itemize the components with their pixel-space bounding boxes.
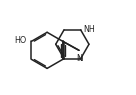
Text: H: H	[77, 56, 83, 62]
Text: HO: HO	[14, 36, 27, 45]
Text: N: N	[77, 54, 82, 63]
Text: NH: NH	[84, 25, 95, 34]
